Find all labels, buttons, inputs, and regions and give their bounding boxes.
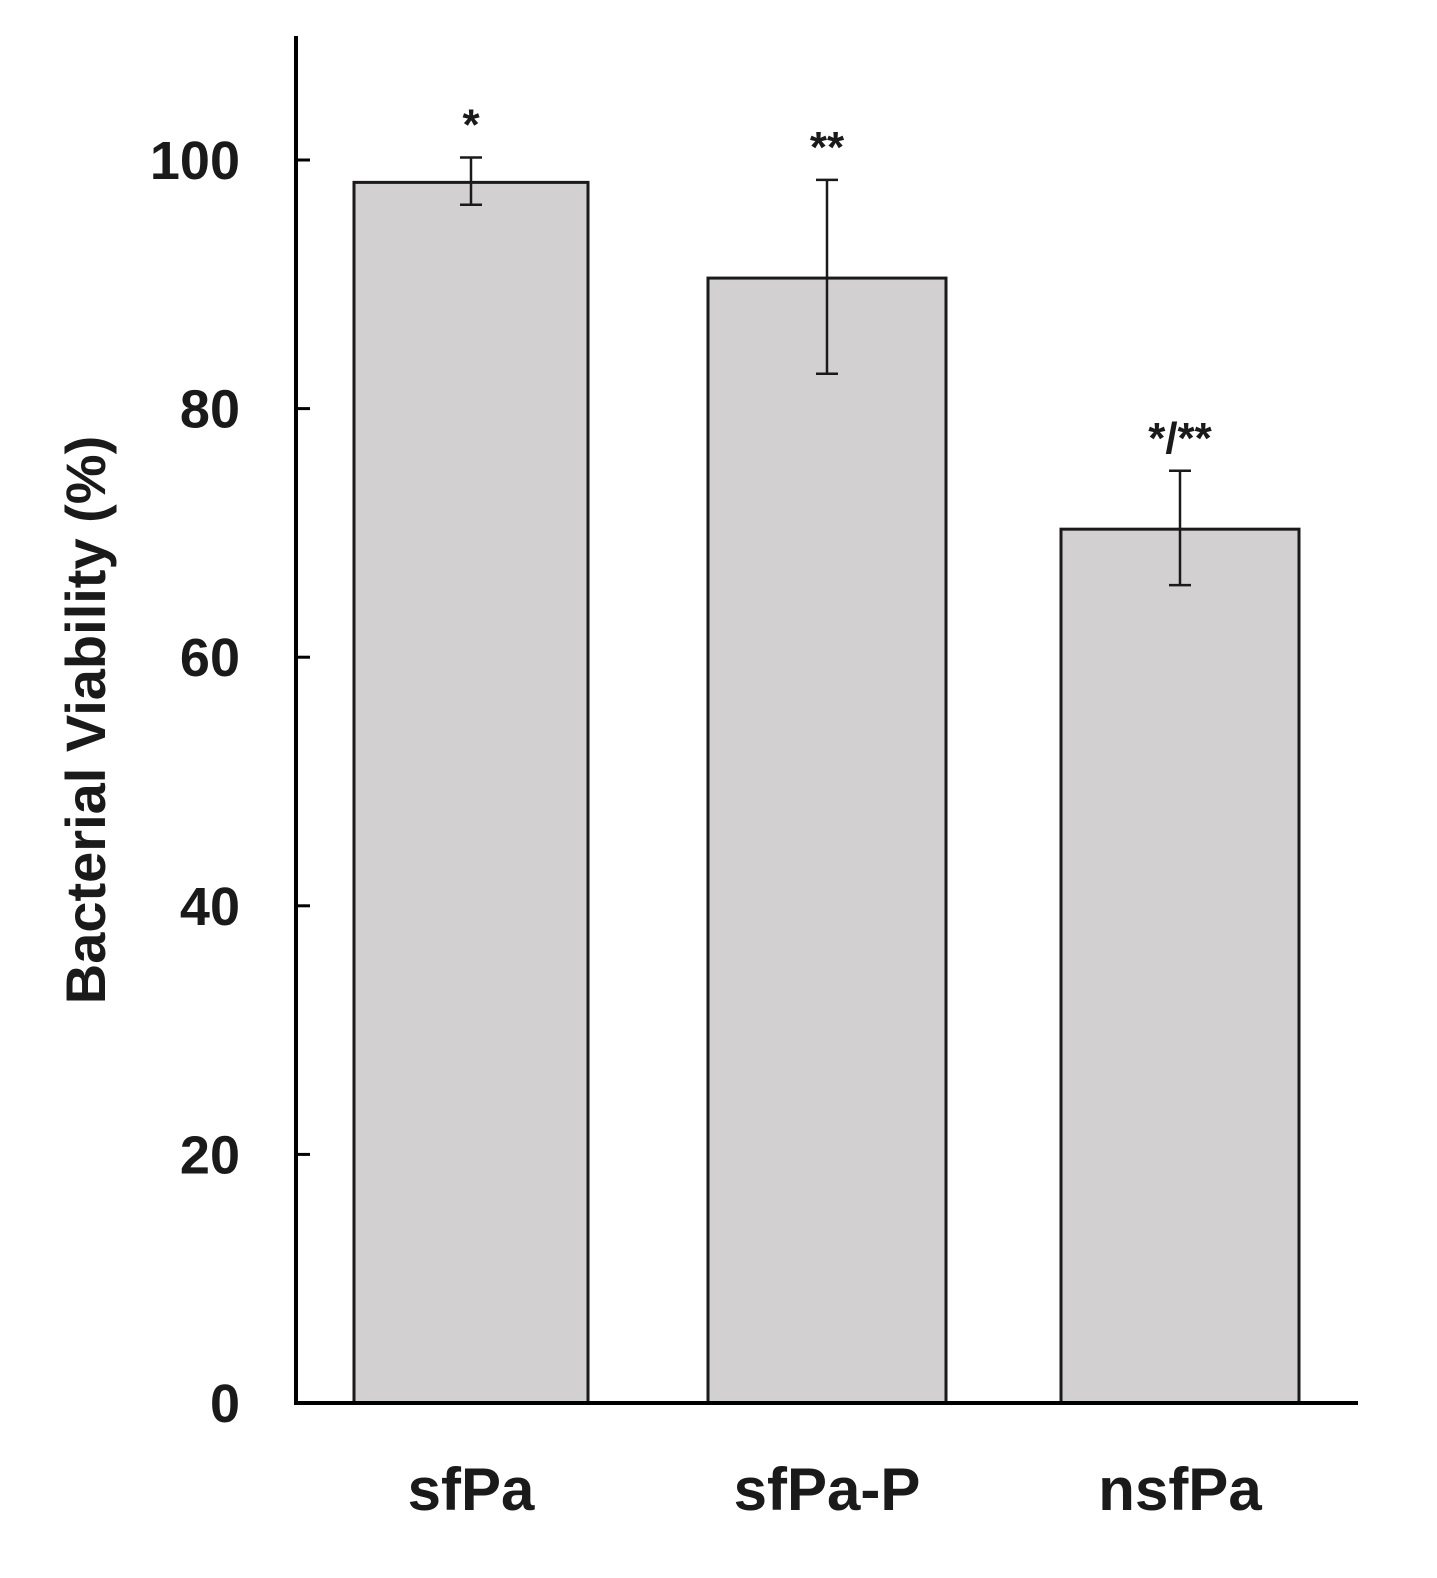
x-tick-label: sfPa-P <box>734 1456 921 1523</box>
significance-marker: */** <box>1148 414 1212 463</box>
y-tick-label: 0 <box>210 1374 240 1434</box>
significance-marker: ** <box>810 123 845 172</box>
y-tick-label: 80 <box>180 380 240 440</box>
error-bars-layer <box>460 156 1191 587</box>
bar <box>706 276 948 1405</box>
x-tick-labels-layer: sfPa sfPa-P nsfPa <box>408 1456 1263 1523</box>
y-axis-title: Bacterial Viability (%) <box>54 436 117 1005</box>
significance-annotations-layer: * ***/** <box>462 101 1212 463</box>
significance-marker: * <box>462 101 480 150</box>
y-ticks-layer: 0 20 40 60 80 100 <box>150 131 310 1434</box>
bar <box>1059 527 1301 1405</box>
y-tick-label: 20 <box>180 1125 240 1185</box>
x-tick-label: sfPa <box>408 1456 535 1523</box>
y-tick-label: 60 <box>180 628 240 688</box>
y-tick-label: 100 <box>150 131 240 191</box>
x-tick-label: nsfPa <box>1098 1456 1262 1523</box>
axes-layer <box>294 36 1358 1405</box>
bar <box>352 180 590 1405</box>
y-tick-label: 40 <box>180 877 240 937</box>
